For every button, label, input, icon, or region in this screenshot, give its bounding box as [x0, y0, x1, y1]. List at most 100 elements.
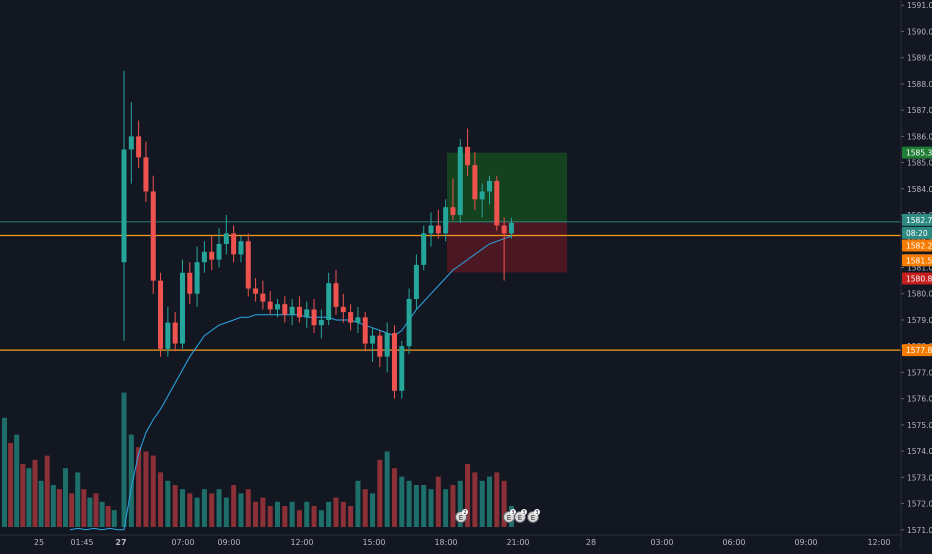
- time-tick-label: 06:00: [722, 538, 745, 547]
- event-marker-badge: [521, 509, 527, 515]
- price-tick-label: 1588.00: [907, 80, 932, 89]
- price-tag-bg: [902, 272, 932, 285]
- horizontal-levels[interactable]: [0, 221, 901, 351]
- candle-body: [318, 319, 324, 326]
- event-marker[interactable]: E3: [527, 509, 541, 523]
- price-tag-text: 1581.58: [906, 256, 932, 265]
- price-tag-current: 1582.74: [902, 213, 932, 226]
- price-tag-support: 1577.85: [902, 344, 932, 357]
- event-marker-count: 2: [463, 510, 466, 516]
- volume-bar: [121, 392, 127, 527]
- candle-body: [245, 241, 251, 289]
- event-marker-label: E: [531, 514, 535, 522]
- volume-bar: [99, 501, 105, 527]
- candle-body: [406, 298, 412, 347]
- candle-body: [326, 283, 332, 320]
- candle-body: [508, 222, 514, 234]
- loss-zone[interactable]: [447, 221, 567, 273]
- price-tag-text: 1582.74: [906, 216, 932, 225]
- event-marker-count: 3: [511, 510, 514, 516]
- price-tick-label: 1585.00: [907, 159, 932, 168]
- candle-body: [487, 180, 492, 192]
- volume-bar: [8, 443, 14, 527]
- volume-bar: [391, 468, 397, 527]
- time-axis[interactable]: 25 01:45 27 07:00 09:00 12:00 15:00 18:00 21:00 2…: [0, 534, 901, 547]
- volume-bar: [38, 480, 44, 527]
- price-tick-label: 1572.00: [907, 500, 932, 509]
- candle-body: [143, 157, 149, 192]
- time-tick-label: 07:00: [171, 538, 194, 547]
- candle-body: [179, 272, 185, 344]
- candle-body: [223, 233, 229, 244]
- volume-bar: [479, 480, 485, 527]
- volume-bar: [340, 501, 346, 527]
- candle-body: [216, 243, 222, 260]
- candle-body: [413, 264, 419, 299]
- candle-body: [472, 165, 478, 200]
- volume-bar: [187, 493, 193, 527]
- volume-bar: [143, 451, 149, 527]
- candle-body: [355, 317, 361, 323]
- candle-body: [465, 146, 471, 166]
- volume-bar: [128, 434, 134, 527]
- candle-body: [479, 191, 485, 200]
- volume-bar: [428, 489, 434, 527]
- volume-bar: [267, 506, 273, 527]
- time-tick-label: 01:45: [70, 538, 93, 547]
- candle-body: [384, 333, 390, 357]
- price-axis[interactable]: 1571.00 1572.00 1573.00 1574.00 1575.00 1576.…: [900, 0, 932, 550]
- candle-body: [282, 304, 288, 315]
- candle-body: [267, 301, 273, 310]
- volume-bar: [443, 489, 449, 527]
- candle-body: [253, 288, 259, 294]
- volume-bar: [209, 493, 215, 527]
- price-tag-text: 1580.81: [906, 274, 932, 283]
- volume-bar: [201, 489, 207, 527]
- price-tag-text: 1582.22: [906, 242, 932, 251]
- volume-bar: [2, 417, 7, 527]
- price-tick-label: 1571.00: [907, 526, 932, 535]
- volume-bars: [2, 392, 514, 527]
- price-tag-text: 1585.38: [906, 149, 932, 158]
- candle-body: [172, 322, 178, 344]
- volume-bar: [223, 497, 229, 527]
- volume-bar: [399, 476, 405, 527]
- price-tick-label: 1584.00: [907, 185, 932, 194]
- volume-bar: [282, 506, 288, 527]
- time-tick-label: 28: [586, 538, 596, 547]
- volume-bar: [216, 489, 222, 527]
- candle-body: [201, 251, 207, 263]
- price-tick-label: 1581.00: [907, 264, 932, 273]
- volume-bar: [406, 480, 412, 527]
- price-tag-stop: 1580.81: [902, 272, 932, 285]
- volume-bar: [26, 468, 32, 527]
- price-tick-label: 1576.00: [907, 395, 932, 404]
- time-tick-label: 15:00: [362, 538, 385, 547]
- event-marker-count: 3: [535, 510, 538, 516]
- candlesticks: [121, 70, 514, 399]
- price-tick-label: 1587.00: [907, 106, 932, 115]
- candle-body: [421, 233, 427, 265]
- volume-bar: [56, 489, 62, 527]
- candle-body: [289, 306, 295, 315]
- event-marker[interactable]: E3: [514, 509, 528, 523]
- candle-body: [457, 146, 463, 216]
- price-tag-resistance: 1582.22: [902, 239, 932, 252]
- price-tick-label: 1590.00: [907, 27, 932, 36]
- price-tag-bg: [902, 226, 932, 239]
- event-marker[interactable]: E2: [455, 509, 469, 523]
- candle-body: [128, 136, 134, 150]
- volume-bar: [194, 497, 200, 527]
- volume-bar: [158, 472, 164, 527]
- price-tick-label: 1589.00: [907, 54, 932, 63]
- candle-body: [275, 304, 281, 310]
- candle-body: [501, 225, 507, 234]
- position-zones[interactable]: [447, 152, 567, 273]
- profit-zone[interactable]: [447, 152, 567, 222]
- volume-bar: [318, 510, 324, 527]
- candle-body: [333, 283, 339, 307]
- volume-bar: [348, 506, 354, 527]
